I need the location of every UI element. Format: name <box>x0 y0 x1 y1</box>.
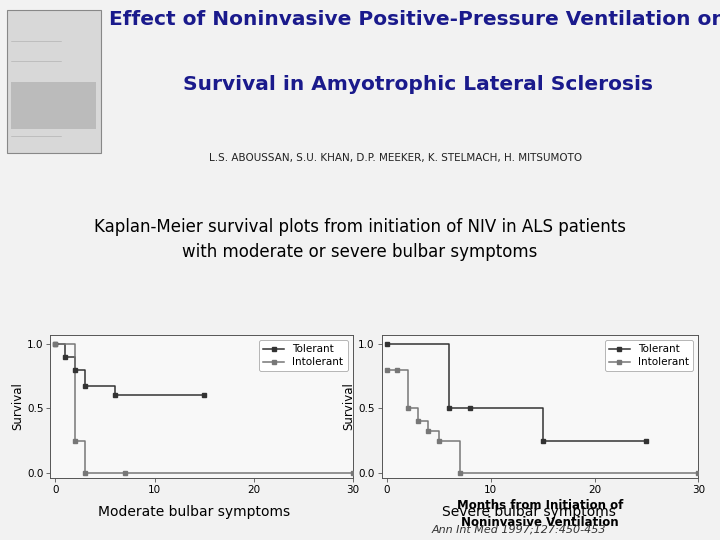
Text: Kaplan-Meier survival plots from initiation of NIV in ALS patients
with moderate: Kaplan-Meier survival plots from initiat… <box>94 218 626 261</box>
Text: Severe bulbar symptoms: Severe bulbar symptoms <box>442 505 616 519</box>
Text: Ann Int Med 1997;127:450-453: Ann Int Med 1997;127:450-453 <box>431 524 606 535</box>
FancyBboxPatch shape <box>11 82 96 129</box>
Y-axis label: Survival: Survival <box>343 382 356 430</box>
X-axis label: Months from Initiation of
Noninvasive Ventilation: Months from Initiation of Noninvasive Ve… <box>456 499 624 529</box>
Text: Moderate bulbar symptoms: Moderate bulbar symptoms <box>99 505 290 519</box>
Y-axis label: Survival: Survival <box>12 382 24 430</box>
Text: Effect of Noninvasive Positive-Pressure Ventilation on: Effect of Noninvasive Positive-Pressure … <box>109 10 720 29</box>
Text: L.S. ABOUSSAN, S.U. KHAN, D.P. MEEKER, K. STELMACH, H. MITSUMOTO: L.S. ABOUSSAN, S.U. KHAN, D.P. MEEKER, K… <box>210 153 582 163</box>
FancyBboxPatch shape <box>7 10 101 153</box>
Legend: Tolerant, Intolerant: Tolerant, Intolerant <box>259 340 348 372</box>
Text: Survival in Amyotrophic Lateral Sclerosis: Survival in Amyotrophic Lateral Sclerosi… <box>183 75 652 94</box>
Legend: Tolerant, Intolerant: Tolerant, Intolerant <box>605 340 693 372</box>
